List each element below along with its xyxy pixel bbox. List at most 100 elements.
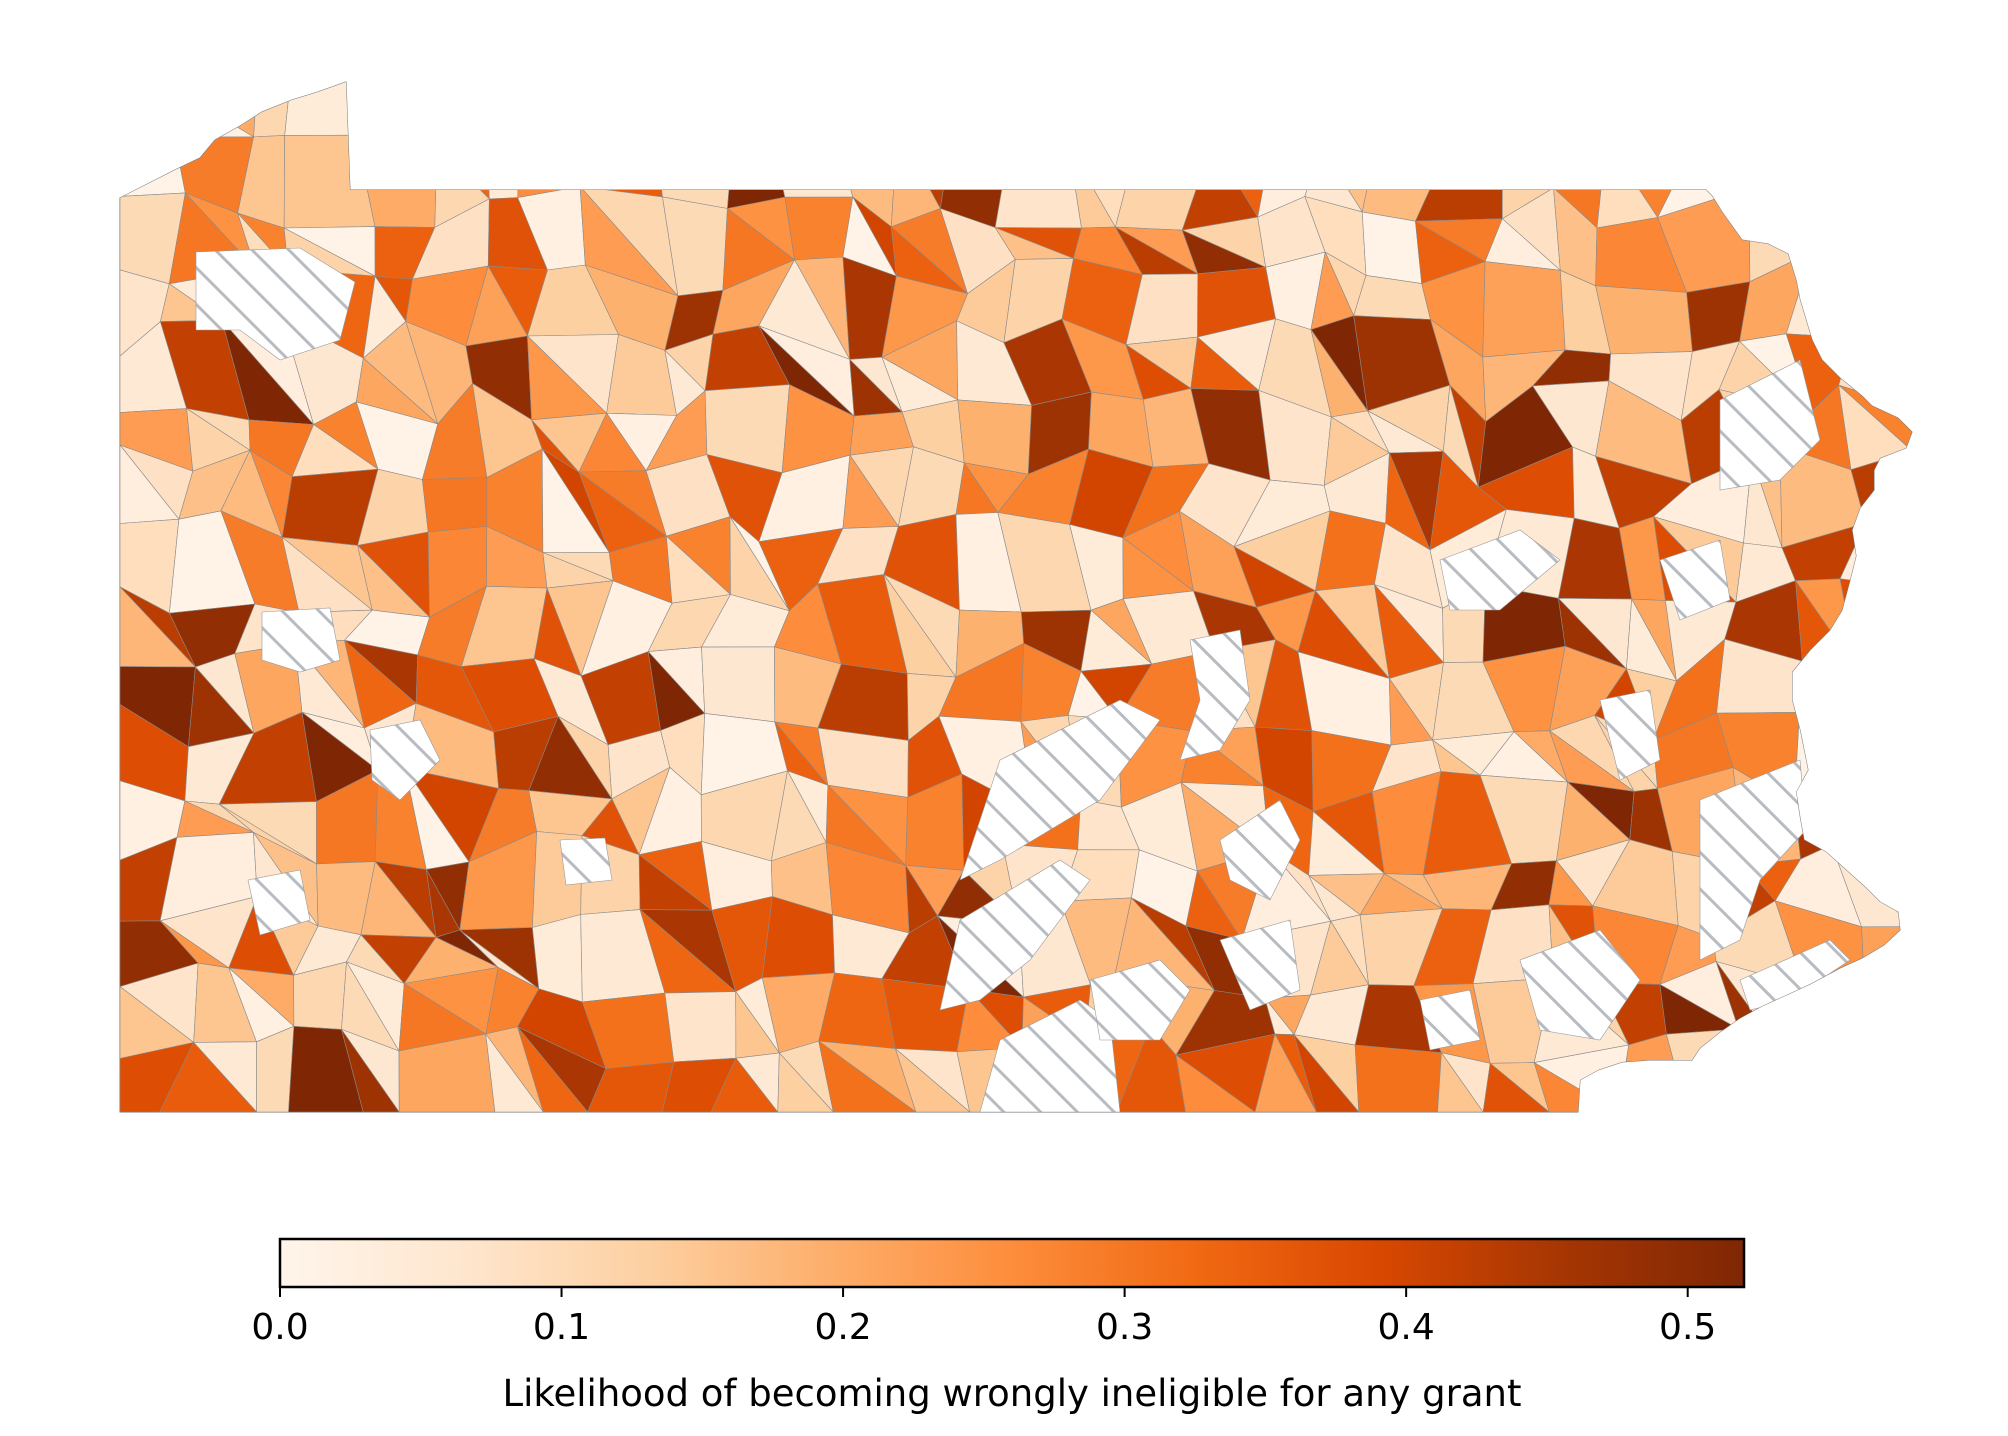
school-district — [517, 134, 601, 198]
school-district — [398, 1033, 496, 1112]
school-district — [818, 1040, 917, 1112]
school-district — [1262, 82, 1321, 151]
no-data-district — [1439, 529, 1561, 611]
no-data-district — [1699, 759, 1807, 961]
school-district — [1680, 82, 1740, 160]
no-data-district — [1599, 689, 1661, 781]
school-district — [1313, 82, 1375, 154]
colorbar-tick-label: 0.1 — [533, 1307, 590, 1348]
school-district — [771, 137, 854, 198]
no-data-district — [1219, 799, 1301, 901]
school-district — [1595, 285, 1693, 355]
school-district — [579, 130, 663, 198]
school-district — [427, 82, 489, 162]
school-district — [1738, 82, 1797, 141]
school-district — [1293, 1034, 1360, 1112]
school-district — [1415, 133, 1503, 222]
school-district — [727, 124, 786, 209]
school-district — [1176, 82, 1271, 151]
school-district — [718, 82, 786, 138]
school-district — [1842, 708, 1912, 777]
colorbar-tick-label: 0.3 — [1096, 1307, 1153, 1348]
colorbar-ticks: 0.0 0.1 0.2 0.3 0.4 0.5 — [251, 1287, 1716, 1348]
school-district — [1834, 1050, 1912, 1112]
school-district — [341, 1029, 400, 1112]
colorbar-tick-label: 0.4 — [1378, 1307, 1435, 1348]
no-data-layer — [195, 247, 1851, 1112]
school-district — [1738, 1028, 1785, 1112]
school-district — [1116, 1025, 1186, 1112]
school-district — [1175, 1054, 1256, 1112]
school-district — [1834, 990, 1912, 1068]
school-district — [120, 1042, 194, 1112]
school-district — [1851, 277, 1912, 342]
school-district — [1799, 660, 1858, 713]
school-district — [422, 477, 488, 533]
school-district — [120, 82, 175, 164]
school-district — [1606, 82, 1686, 162]
school-district — [1861, 926, 1912, 1000]
school-district — [1774, 82, 1870, 141]
school-district — [784, 196, 854, 261]
no-data-district — [1219, 919, 1301, 1011]
school-district — [532, 914, 583, 1003]
school-district — [158, 82, 254, 138]
school-district — [1680, 82, 1717, 162]
school-district — [664, 991, 737, 1063]
school-district — [895, 1048, 971, 1112]
no-data-district — [1519, 929, 1641, 1041]
school-district — [1533, 1062, 1619, 1112]
colorbar-tick-label: 0.5 — [1659, 1307, 1716, 1348]
school-district — [487, 134, 521, 200]
school-district — [1068, 82, 1141, 147]
school-district — [1482, 261, 1566, 358]
school-district — [1010, 82, 1085, 147]
school-district — [1181, 142, 1258, 231]
school-district — [479, 82, 521, 162]
colorbar: 0.0 0.1 0.2 0.3 0.4 0.5 Likelihood of becomin… — [251, 1237, 1746, 1415]
school-district — [1794, 712, 1850, 805]
school-district — [346, 82, 438, 148]
no-data-district — [939, 859, 1091, 1011]
school-district — [1774, 125, 1874, 230]
school-district — [1437, 1052, 1484, 1112]
school-district — [120, 136, 186, 197]
school-district — [1009, 82, 1069, 147]
school-district — [896, 82, 953, 135]
school-district — [1837, 125, 1912, 230]
school-district — [1831, 769, 1912, 867]
school-district — [1837, 82, 1912, 168]
colorbar-tick-label: 0.0 — [251, 1307, 308, 1348]
no-data-district — [261, 607, 341, 673]
colorbar-tick-label: 0.2 — [814, 1307, 871, 1348]
school-district — [661, 1057, 737, 1112]
school-district — [1374, 82, 1453, 154]
school-district — [1716, 140, 1809, 226]
school-district — [1774, 140, 1874, 230]
no-data-district — [1419, 989, 1481, 1051]
school-district — [1716, 82, 1776, 160]
school-district — [1776, 1050, 1839, 1112]
school-district — [1811, 251, 1864, 339]
school-district — [1839, 578, 1912, 670]
school-district — [120, 82, 175, 138]
no-data-district — [1179, 629, 1251, 761]
school-district — [1139, 82, 1213, 143]
no-data-district — [1659, 539, 1731, 621]
colorbar-label: Likelihood of becoming wrongly ineligibl… — [503, 1372, 1522, 1415]
state-map — [119, 81, 1913, 1113]
no-data-district — [1719, 359, 1821, 491]
school-district — [1596, 139, 1658, 229]
school-district — [1783, 985, 1835, 1056]
school-district — [653, 82, 735, 131]
school-district — [1446, 82, 1503, 141]
school-district — [1482, 1063, 1550, 1112]
school-district — [587, 1061, 675, 1112]
school-district — [288, 1026, 364, 1112]
school-district — [1084, 82, 1144, 133]
school-district — [158, 82, 258, 138]
school-district — [701, 646, 776, 723]
school-district — [1313, 82, 1393, 154]
school-district — [485, 1033, 544, 1112]
